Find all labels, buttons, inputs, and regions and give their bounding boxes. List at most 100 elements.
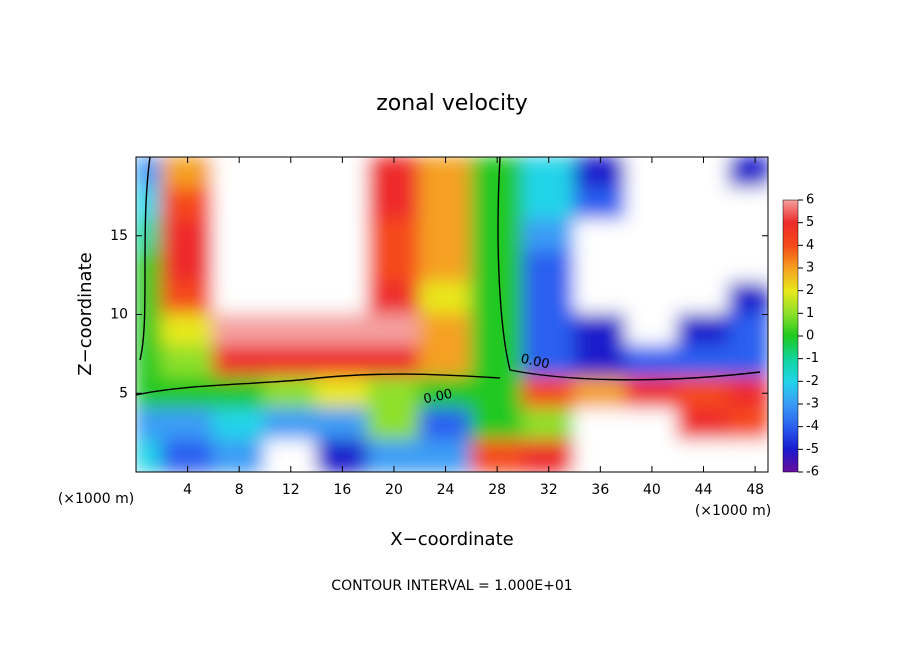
field-cell xyxy=(367,219,421,253)
field-cell xyxy=(212,282,266,316)
field-cell xyxy=(625,187,679,221)
field-cell xyxy=(418,187,473,221)
colorbar-tick-label: 0 xyxy=(806,329,814,344)
x-tick-label: 44 xyxy=(695,482,713,498)
x-tick-label: 12 xyxy=(282,482,300,498)
colorbar-tick-label: 5 xyxy=(806,215,814,230)
field-cell xyxy=(160,187,215,221)
field-cell xyxy=(315,282,370,316)
field-cell xyxy=(573,250,628,284)
field-cell xyxy=(136,250,163,284)
field-cell xyxy=(625,408,679,442)
field-cell xyxy=(470,313,524,347)
zero-contour xyxy=(497,157,761,381)
field-cell xyxy=(521,187,576,221)
field-cell xyxy=(676,313,731,347)
y-tick-label: 15 xyxy=(110,228,128,244)
field-cell xyxy=(315,345,370,379)
x-axis-label: X−coordinate xyxy=(390,529,513,550)
field-cell xyxy=(160,376,215,410)
field-cell xyxy=(521,408,576,442)
field-cell xyxy=(367,250,421,284)
field-cell xyxy=(315,408,370,442)
field-cell xyxy=(315,219,370,253)
field-cell xyxy=(315,187,370,221)
colorbar-tick-label: 3 xyxy=(806,261,814,276)
field-cell xyxy=(521,219,576,253)
field-cell xyxy=(136,313,163,347)
field-cell xyxy=(367,282,421,316)
field-cell xyxy=(728,157,768,190)
contour-label: 0.00 xyxy=(519,352,550,373)
field-cell xyxy=(676,219,731,253)
field-cell xyxy=(136,187,163,221)
field-cell xyxy=(136,282,163,316)
field-cell xyxy=(470,408,524,442)
x-unit: (×1000 m) xyxy=(695,503,771,519)
field-cell xyxy=(521,250,576,284)
x-tick-label: 40 xyxy=(643,482,661,498)
field-cell xyxy=(676,376,731,410)
colorbar-tick-label: -5 xyxy=(806,442,819,457)
x-tick-label: 4 xyxy=(183,482,192,498)
field-cell xyxy=(418,345,473,379)
field-cell xyxy=(573,313,628,347)
field-cell xyxy=(136,439,163,472)
field-cell xyxy=(573,282,628,316)
y-tick-label: 10 xyxy=(110,307,128,323)
field-cell xyxy=(418,282,473,316)
contour-label: 0.00 xyxy=(422,387,453,408)
field-cell xyxy=(625,345,679,379)
field-cell xyxy=(573,187,628,221)
colorbar-tick-label: 4 xyxy=(806,238,814,253)
field-cell xyxy=(160,219,215,253)
field-cell xyxy=(160,282,215,316)
field-cell xyxy=(676,345,731,379)
field-cells xyxy=(136,157,768,472)
field-cell xyxy=(728,250,768,284)
field-cell xyxy=(263,187,318,221)
field-cell xyxy=(728,282,768,316)
field-cell xyxy=(521,313,576,347)
field-cell xyxy=(212,250,266,284)
field-cell xyxy=(573,376,628,410)
colorbar xyxy=(782,199,799,473)
colorbar-tick-label: -6 xyxy=(806,465,819,480)
x-tick-label: 48 xyxy=(746,482,764,498)
field-cell xyxy=(470,282,524,316)
field-cell xyxy=(418,219,473,253)
y-axis-label: Z−coordinate xyxy=(75,252,96,375)
field-cell xyxy=(160,408,215,442)
field-cell xyxy=(573,345,628,379)
field-cell xyxy=(212,376,266,410)
field-cell xyxy=(625,376,679,410)
field-cell xyxy=(676,187,731,221)
colorbar-tick-label: -4 xyxy=(806,419,819,434)
y-tick-label: 5 xyxy=(119,385,128,401)
field-cell xyxy=(625,250,679,284)
field-cell xyxy=(625,282,679,316)
field-cell xyxy=(470,345,524,379)
x-tick-label: 32 xyxy=(540,482,558,498)
field-cell xyxy=(573,408,628,442)
field-cell xyxy=(521,376,576,410)
field-cell xyxy=(676,250,731,284)
zero-contour xyxy=(139,157,151,361)
field-cell xyxy=(418,376,473,410)
field-cell xyxy=(263,345,318,379)
field-cell xyxy=(418,250,473,284)
field-cell xyxy=(470,250,524,284)
field-cell xyxy=(470,376,524,410)
field-cell xyxy=(418,408,473,442)
field-cell xyxy=(625,219,679,253)
x-tick-label: 8 xyxy=(235,482,244,498)
field-cell xyxy=(625,313,679,347)
colorbar-tick-label: 6 xyxy=(806,193,814,208)
field-cell xyxy=(521,282,576,316)
field-cell xyxy=(367,345,421,379)
field-cell xyxy=(470,219,524,253)
field-cell xyxy=(728,219,768,253)
x-tick-label: 20 xyxy=(385,482,403,498)
field-cell xyxy=(263,282,318,316)
